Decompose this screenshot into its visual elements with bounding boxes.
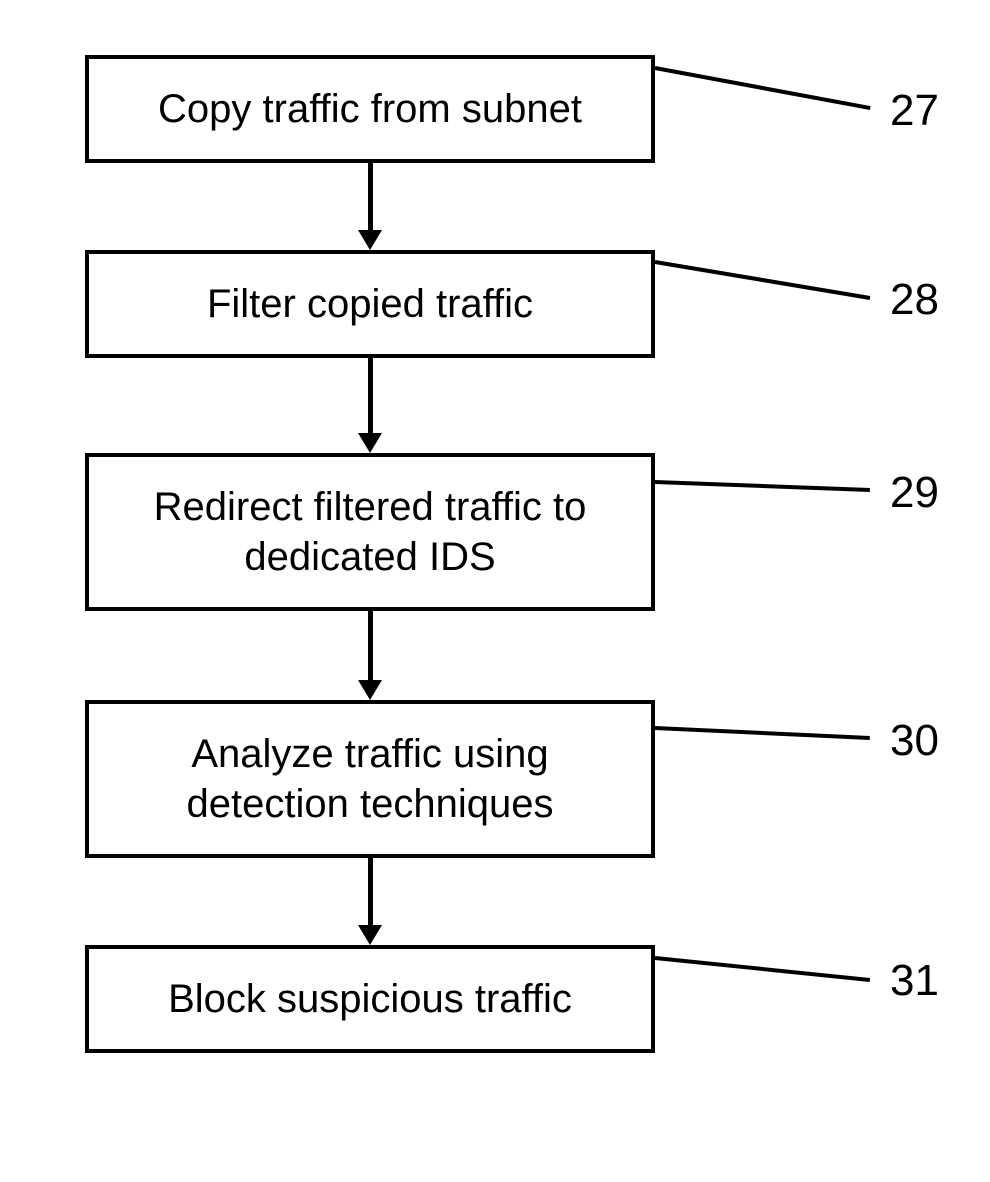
arrow-27-28-line — [368, 163, 373, 232]
flow-node-30: Analyze traffic using detection techniqu… — [85, 700, 655, 858]
flow-node-31: Block suspicious traffic — [85, 945, 655, 1053]
arrow-30-31-line — [368, 858, 373, 927]
arrow-28-29-line — [368, 358, 373, 435]
ref-label-29: 29 — [890, 468, 939, 518]
arrow-29-30-head — [358, 680, 382, 700]
arrow-30-31-head — [358, 925, 382, 945]
arrow-27-28-head — [358, 230, 382, 250]
flow-node-29-label: Redirect filtered traffic to dedicated I… — [109, 482, 631, 582]
ref-label-28: 28 — [890, 275, 939, 325]
leader-29 — [655, 480, 870, 492]
leader-27 — [655, 66, 871, 110]
ref-label-31: 31 — [890, 956, 939, 1006]
flow-node-27: Copy traffic from subnet — [85, 55, 655, 163]
flow-node-29: Redirect filtered traffic to dedicated I… — [85, 453, 655, 611]
flow-node-28-label: Filter copied traffic — [207, 279, 533, 329]
arrow-29-30-line — [368, 611, 373, 682]
leader-30 — [655, 726, 870, 740]
leader-28 — [655, 260, 871, 300]
arrow-28-29-head — [358, 433, 382, 453]
leader-31 — [655, 956, 870, 982]
flow-node-27-label: Copy traffic from subnet — [158, 84, 582, 134]
ref-label-27: 27 — [890, 86, 939, 136]
flow-node-30-label: Analyze traffic using detection techniqu… — [109, 729, 631, 829]
ref-label-30: 30 — [890, 716, 939, 766]
flowchart: Copy traffic from subnet Filter copied t… — [0, 0, 990, 1182]
flow-node-28: Filter copied traffic — [85, 250, 655, 358]
flow-node-31-label: Block suspicious traffic — [168, 974, 572, 1024]
